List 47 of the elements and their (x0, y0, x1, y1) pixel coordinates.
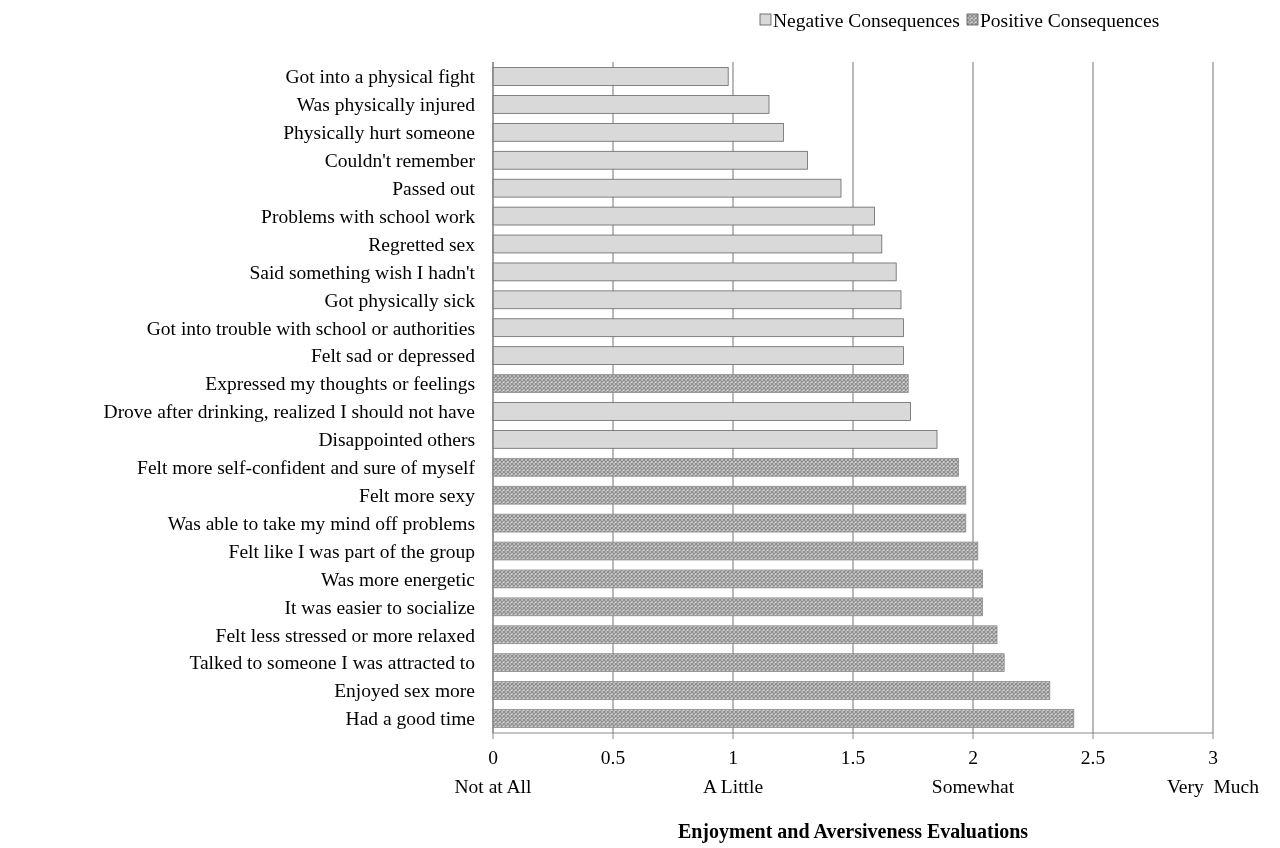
bar (492, 430, 938, 449)
bar (492, 95, 770, 114)
y-tick-label: Got physically sick (324, 289, 476, 311)
y-tick-label: Drove after drinking, realized I should not have (103, 401, 475, 423)
x-tick-label: 2.5 (1080, 747, 1106, 768)
y-tick-label: Regretted sex (368, 233, 476, 255)
y-tick-label: Was physically injured (296, 94, 476, 116)
x-tick-label: 0 Not at All (454, 747, 533, 797)
y-tick-label: Was able to take my mind off problems (167, 512, 475, 534)
x-tick-label: 3 Very Much (1166, 747, 1260, 797)
y-tick-label: Talked to someone I was attracted to (189, 652, 475, 674)
x-tick-label: 1.5 (840, 747, 866, 768)
x-tick-label: 2 Somewhat (931, 747, 1015, 797)
bar (492, 67, 729, 86)
y-tick-label: It was easier to socialize (284, 596, 475, 618)
y-tick-label: Felt sad or depressed (310, 345, 476, 367)
bar (492, 234, 883, 254)
bar (492, 402, 911, 421)
bar (492, 290, 902, 310)
bar (492, 178, 842, 198)
x-axis-title: Enjoyment and Aversiveness Evaluations (677, 820, 1029, 843)
y-tick-label: Got into a physical fight (285, 66, 476, 88)
bar (492, 206, 875, 226)
y-tick-label: Felt less stressed or more relaxed (215, 624, 476, 646)
y-tick-label: Got into trouble with school or authorities (146, 317, 475, 339)
y-tick-label: Said something wish I hadn't (249, 261, 476, 283)
y-tick-label: Passed out (392, 177, 476, 199)
x-tick-label: 1 A Little (702, 747, 764, 797)
x-tick-label: 0.5 (600, 747, 626, 768)
y-tick-label: Felt more self-confident and sure of myself (137, 457, 476, 479)
y-tick-label: Problems with school work (261, 205, 476, 227)
y-tick-label: Enjoyed sex more (334, 680, 475, 702)
y-tick-label: Felt like I was part of the group (228, 540, 475, 562)
bar (492, 150, 808, 170)
bar (492, 123, 784, 142)
y-tick-label: Had a good time (345, 708, 475, 730)
y-tick-label: Was more energetic (320, 568, 476, 590)
y-tick-label: Disappointed others (318, 429, 475, 451)
bar (492, 262, 897, 282)
legend-label: Positive Consequences (980, 9, 1160, 31)
bar (492, 318, 904, 338)
y-tick-label: Couldn't remember (324, 150, 476, 172)
y-tick-label: Felt more sexy (359, 485, 476, 507)
legend-label: Negative Consequences (773, 9, 960, 31)
y-tick-label: Expressed my thoughts or feelings (205, 373, 475, 395)
bar (492, 346, 904, 365)
y-tick-label: Physically hurt someone (283, 122, 475, 144)
